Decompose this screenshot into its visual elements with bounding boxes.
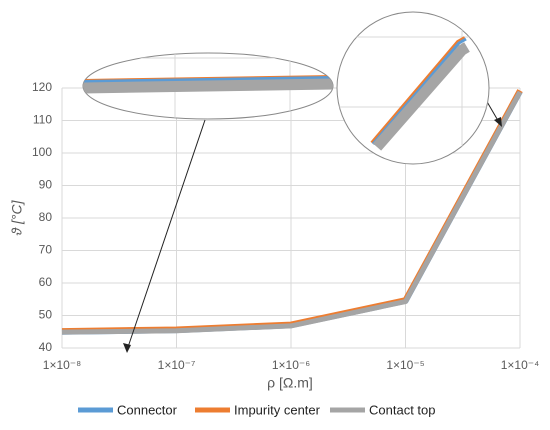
legend: Connector Impurity center Contact top <box>78 402 436 417</box>
x-tick-label: 1×10⁻⁴ <box>501 358 540 372</box>
zoom-content <box>83 53 333 119</box>
y-axis-label: ϑ [°C] <box>9 199 25 235</box>
x-tick-label: 1×10⁻⁶ <box>272 358 310 372</box>
x-tick-label: 1×10⁻⁸ <box>43 358 81 372</box>
plot-area: 40 50 60 70 80 90 100 110 120 1×10⁻⁸ 1×10⁻⁷ 1×10⁻⁶ 1… <box>32 80 539 372</box>
y-tick-label: 60 <box>39 275 53 289</box>
pointer-arrow <box>126 119 206 351</box>
legend-label: Connector <box>117 402 178 417</box>
zoom-insets <box>82 11 502 353</box>
x-axis-label: ρ [Ω.m] <box>267 375 313 391</box>
y-tick-label: 110 <box>33 113 52 127</box>
y-tick-label: 80 <box>39 210 53 224</box>
legend-item: Impurity center <box>195 402 321 417</box>
y-tick-label: 120 <box>32 80 52 94</box>
zoom-content <box>337 12 489 164</box>
y-tick-label: 40 <box>39 340 53 354</box>
arrow-head <box>494 117 502 127</box>
y-tick-label: 50 <box>39 308 53 322</box>
zoom-circle <box>336 11 490 165</box>
legend-item: Connector <box>78 402 178 417</box>
y-tick-label: 70 <box>39 243 53 257</box>
legend-label: Impurity center <box>234 402 321 417</box>
y-tick-label: 100 <box>32 145 52 159</box>
legend-item: Contact top <box>330 402 436 417</box>
arrow-head <box>123 343 131 353</box>
x-tick-label: 1×10⁻⁷ <box>158 358 196 372</box>
series-line <box>61 90 523 335</box>
y-tick-label: 90 <box>39 178 53 192</box>
x-tick-label: 1×10⁻⁵ <box>386 358 424 372</box>
legend-label: Contact top <box>369 402 436 417</box>
